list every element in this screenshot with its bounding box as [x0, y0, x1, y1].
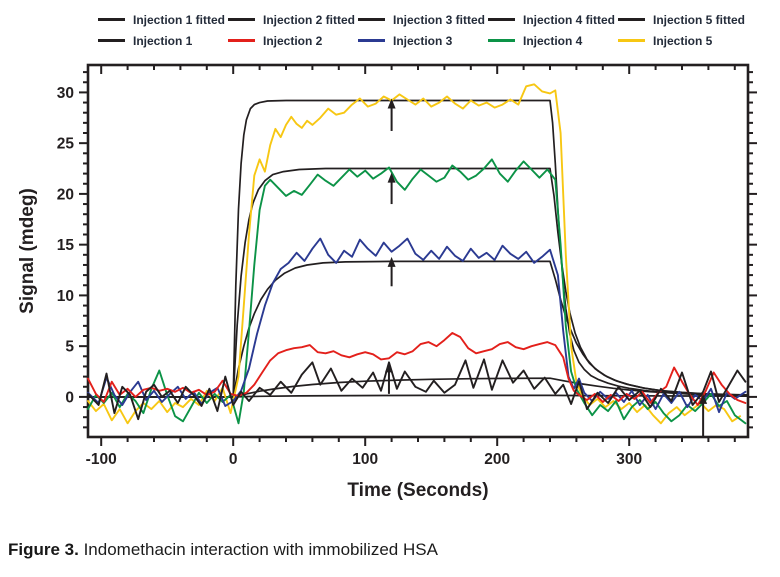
legend-label: Injection 3 — [393, 33, 453, 48]
chart-legend: Injection 1 fitted Injection 2 fitted Inje… — [98, 10, 748, 50]
legend-line-swatch-icon — [228, 18, 255, 21]
legend-label: Injection 5 fitted — [653, 12, 746, 27]
legend-line-swatch-icon — [358, 39, 385, 42]
legend-item-injection-1-fitted: Injection 1 fitted — [98, 10, 228, 29]
legend-label: Injection 1 fitted — [133, 12, 226, 27]
series-injection-4 — [87, 158, 747, 425]
series-injection-3 — [87, 237, 747, 414]
legend-item-injection-5: Injection 5 — [618, 31, 748, 50]
annotation-arrow-head-icon — [387, 256, 396, 267]
legend-line-swatch-icon — [488, 39, 515, 42]
y-tick-label: 25 — [57, 136, 75, 153]
annotation-arrow-head-icon — [699, 393, 708, 404]
y-tick-label: 10 — [57, 288, 74, 305]
legend-label: Injection 3 fitted — [393, 12, 486, 27]
figure-caption: Figure 3. Indomethacin interaction with … — [8, 540, 438, 560]
x-tick-label: -100 — [86, 451, 117, 468]
series-injection-5 — [87, 83, 742, 425]
series-injection-1 — [87, 358, 747, 421]
y-tick-label: 30 — [57, 85, 74, 102]
caption-text: Indomethacin interaction with immobilize… — [78, 540, 438, 559]
legend-item-injection-2-fitted: Injection 2 fitted — [228, 10, 358, 29]
legend-line-swatch-icon — [618, 39, 645, 42]
legend-label: Injection 2 — [263, 33, 323, 48]
legend-line-swatch-icon — [98, 18, 125, 21]
x-tick-label: 300 — [616, 451, 642, 468]
legend-label: Injection 5 — [653, 33, 713, 48]
annotation-arrow-head-icon — [384, 362, 393, 373]
series-injection-2 — [87, 332, 747, 406]
x-tick-label: 0 — [229, 451, 238, 468]
series-injection-4-fitted — [87, 167, 749, 398]
y-tick-label: 5 — [65, 339, 74, 356]
annotation-arrow-head-icon — [387, 172, 396, 183]
legend-item-injection-4: Injection 4 — [488, 31, 618, 50]
legend-label: Injection 4 — [523, 33, 583, 48]
legend-item-injection-4-fitted: Injection 4 fitted — [488, 10, 618, 29]
legend-label: Injection 1 — [133, 33, 193, 48]
y-tick-label: 15 — [57, 237, 75, 254]
annotation-arrow-head-icon — [387, 98, 396, 109]
series-injection-3-fitted — [87, 260, 749, 398]
legend-line-swatch-icon — [228, 39, 255, 42]
signal-vs-time-chart: -100 0 100 200 300 0 5 10 15 20 25 30 Time (Seconds)… — [17, 63, 757, 501]
series-injection-5-fitted — [87, 99, 749, 398]
legend-item-injection-3-fitted: Injection 3 fitted — [358, 10, 488, 29]
legend-item-injection-3: Injection 3 — [358, 31, 488, 50]
y-tick-label: 0 — [65, 389, 74, 406]
legend-label: Injection 2 fitted — [263, 12, 356, 27]
x-axis-title: Time (Seconds) — [347, 480, 488, 501]
x-tick-label: 100 — [352, 451, 378, 468]
x-tick-label: 200 — [484, 451, 510, 468]
caption-label: Figure 3. — [8, 540, 79, 559]
legend-line-swatch-icon — [98, 39, 125, 42]
y-axis-title: Signal (mdeg) — [17, 188, 38, 314]
legend-line-swatch-icon — [618, 18, 645, 21]
legend-item-injection-1: Injection 1 — [98, 31, 228, 50]
legend-line-swatch-icon — [488, 18, 515, 21]
legend-line-swatch-icon — [358, 18, 385, 21]
y-tick-label: 20 — [57, 186, 74, 203]
legend-item-injection-5-fitted: Injection 5 fitted — [618, 10, 748, 29]
legend-label: Injection 4 fitted — [523, 12, 616, 27]
plot-frame — [86, 63, 750, 439]
legend-item-injection-2: Injection 2 — [228, 31, 358, 50]
